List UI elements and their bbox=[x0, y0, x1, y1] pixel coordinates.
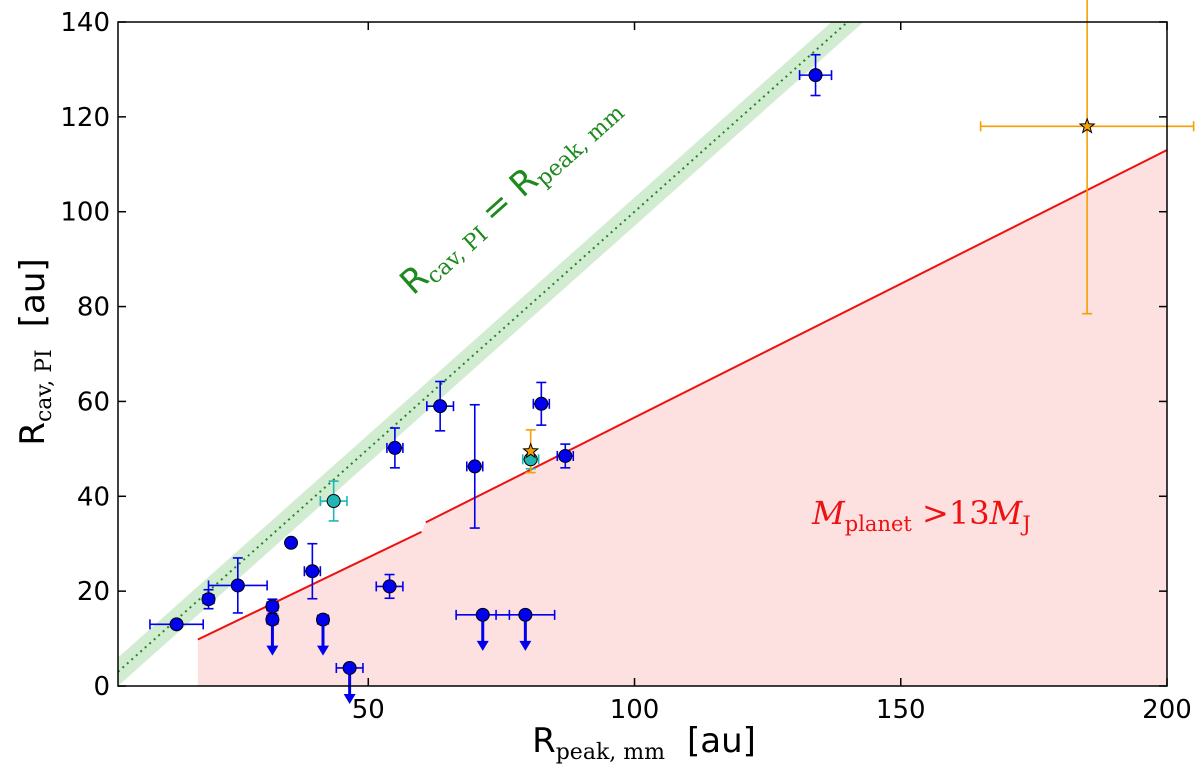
y-tick-label-20: 20 bbox=[77, 577, 110, 607]
data-point-2 bbox=[230, 578, 245, 593]
star-point-0 bbox=[522, 442, 540, 459]
data-point-11 bbox=[558, 448, 573, 463]
x-axis-title: Rpeak, mm [au] bbox=[532, 721, 756, 765]
identity-lhs-sub: cav, PI bbox=[422, 222, 493, 289]
star-point-1 bbox=[1078, 117, 1096, 134]
y-axis-title: Rcav, PI [au] bbox=[13, 258, 57, 445]
data-point-12 bbox=[808, 68, 823, 83]
y-axis-unit: [au] bbox=[13, 258, 53, 327]
data-point-9 bbox=[467, 459, 482, 474]
upper-limit-point-0 bbox=[265, 612, 280, 627]
cyan-point-0 bbox=[326, 494, 341, 509]
data-point-10 bbox=[534, 396, 549, 411]
data-point-7 bbox=[387, 440, 402, 455]
y-tick-label-80: 80 bbox=[77, 293, 110, 323]
x-tick-label-150: 150 bbox=[876, 695, 926, 725]
svg-text:Rcav, PI = Rpeak, mm: Rcav, PI = Rpeak, mm bbox=[392, 87, 629, 305]
x-tick-label-200: 200 bbox=[1142, 695, 1192, 725]
y-tick-label-40: 40 bbox=[77, 482, 110, 512]
identity-line bbox=[118, 22, 850, 673]
plot-frame bbox=[117, 21, 1168, 687]
data-point-5 bbox=[265, 599, 280, 614]
data-point-6 bbox=[382, 579, 397, 594]
x-tick-label-50: 50 bbox=[352, 695, 385, 725]
mass-label-main: M bbox=[811, 494, 846, 532]
data-point-3 bbox=[284, 535, 299, 550]
y-tick-label-100: 100 bbox=[60, 198, 110, 228]
upper-limit-point-4 bbox=[518, 607, 533, 622]
upper-limit-point-2 bbox=[342, 660, 357, 675]
y-tick-label-120: 120 bbox=[60, 103, 110, 133]
mass-limit-line-1 bbox=[197, 530, 422, 641]
x-tick-label-100: 100 bbox=[610, 695, 660, 725]
y-axis-main: R bbox=[13, 422, 53, 446]
mass-limit-region bbox=[197, 150, 1167, 686]
mass-label-rhs-main: M bbox=[989, 494, 1024, 532]
y-axis-sub: cav, PI bbox=[32, 349, 57, 422]
x-axis-unit: [au] bbox=[687, 721, 756, 761]
y-tick-label-140: 140 bbox=[60, 8, 110, 38]
mass-limit-line-2 bbox=[425, 149, 1167, 524]
identity-rhs-sub: peak, mm bbox=[531, 100, 629, 191]
upper-limit-point-1 bbox=[316, 612, 331, 627]
upper-limit-point-3 bbox=[475, 607, 490, 622]
mass-label-op: >13 bbox=[912, 494, 990, 532]
x-axis-main: R bbox=[532, 721, 556, 761]
mass-label-rhs-sub: J bbox=[1020, 512, 1030, 536]
data-point-1 bbox=[201, 592, 216, 607]
identity-band bbox=[118, 22, 864, 686]
data-point-8 bbox=[433, 399, 448, 414]
mass-label-sub: planet bbox=[845, 512, 913, 536]
y-tick-label-0: 0 bbox=[93, 672, 110, 702]
data-point-0 bbox=[169, 617, 184, 632]
x-axis-sub: peak, mm bbox=[556, 740, 665, 765]
mass-limit-label: Mplanet >13MJ bbox=[811, 494, 1031, 536]
identity-line-label: Rcav, PI = Rpeak, mm bbox=[392, 87, 629, 305]
y-tick-label-60: 60 bbox=[77, 387, 110, 417]
data-point-4 bbox=[305, 564, 320, 579]
